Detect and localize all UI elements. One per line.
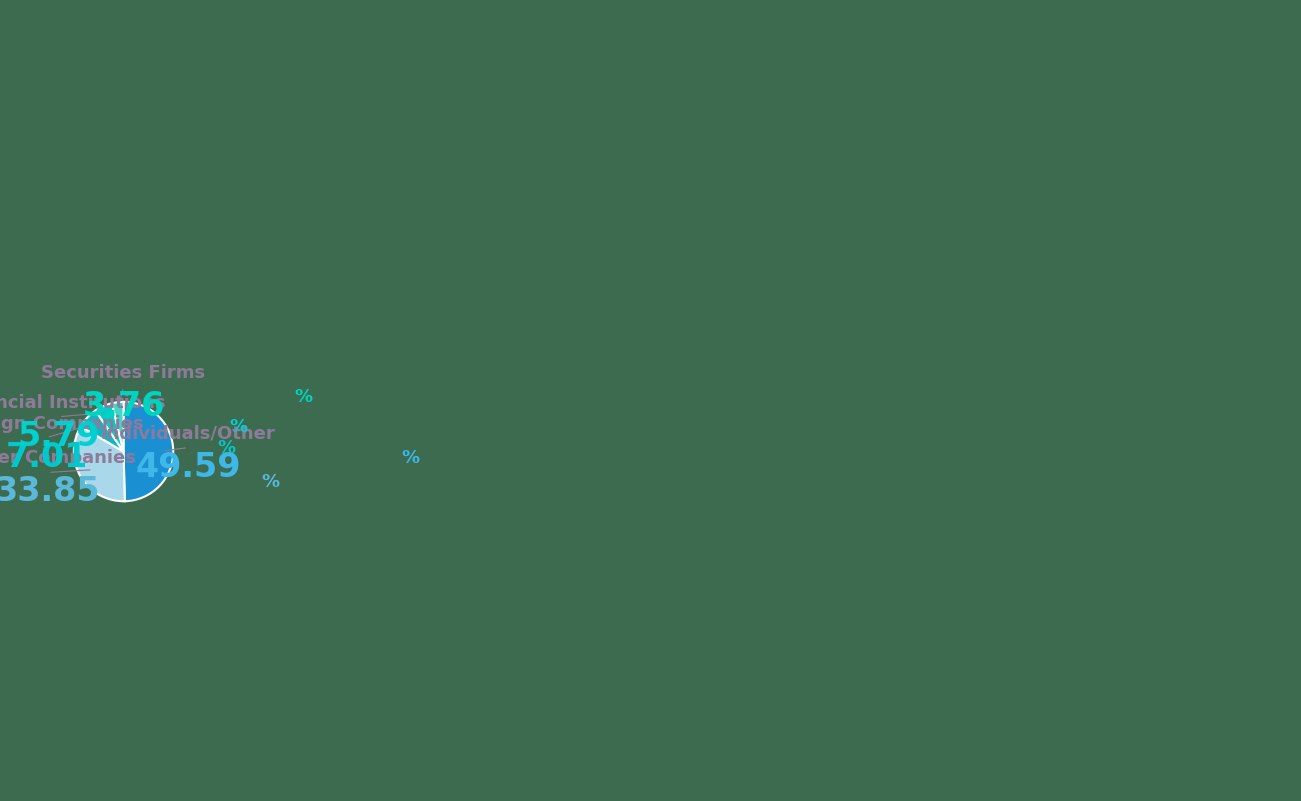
Wedge shape: [124, 402, 173, 501]
Text: 33.85: 33.85: [0, 476, 100, 509]
Text: Other Companies: Other Companies: [0, 449, 135, 468]
Text: %: %: [217, 439, 235, 457]
Wedge shape: [95, 403, 124, 452]
Text: 7.01: 7.01: [5, 441, 87, 473]
Text: Foreign Companies: Foreign Companies: [0, 415, 143, 433]
Text: Individuals/Other: Individuals/Other: [100, 425, 276, 443]
Text: 5.79: 5.79: [18, 420, 100, 453]
Wedge shape: [81, 411, 124, 452]
Wedge shape: [112, 402, 124, 452]
Text: Securities Firms: Securities Firms: [42, 364, 206, 382]
Text: %: %: [402, 449, 419, 466]
Text: Financial Institutions: Financial Institutions: [0, 394, 165, 412]
Text: 49.59: 49.59: [135, 450, 241, 484]
Text: %: %: [294, 388, 312, 406]
Wedge shape: [74, 426, 125, 501]
Text: %: %: [229, 418, 247, 436]
Text: 3.76: 3.76: [82, 390, 165, 423]
Text: %: %: [262, 473, 280, 492]
